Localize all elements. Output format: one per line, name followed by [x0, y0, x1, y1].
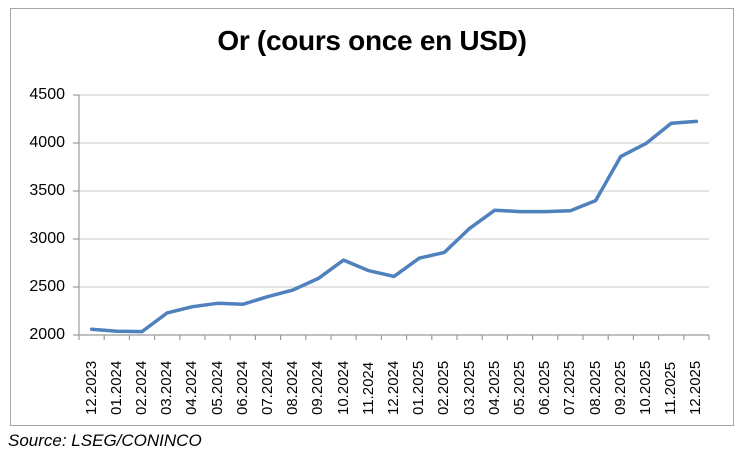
x-axis-label: 09.2024: [309, 360, 327, 415]
x-axis-label: 12.2025: [687, 360, 705, 415]
series-line: [89, 119, 699, 334]
x-axis-label: 12.2023: [82, 360, 100, 415]
y-axis-label: 4500: [29, 86, 65, 103]
x-axis-label: 03.2024: [158, 360, 176, 415]
x-axis-label: 04.2024: [183, 360, 201, 415]
source-note: Source: LSEG/CONINCO: [8, 431, 202, 450]
x-axis-label: 08.2025: [586, 360, 604, 415]
x-axis-label: 08.2024: [284, 360, 302, 415]
x-axis-label: 02.2024: [133, 360, 150, 415]
x-axis-label: 07.2025: [561, 360, 579, 415]
x-axis-label: 05.2025: [511, 360, 528, 415]
x-axis-label: 06.2025: [536, 360, 554, 415]
x-axis-label: 02.2025: [435, 360, 453, 415]
x-axis-label: 10.2024: [334, 360, 352, 415]
x-axis-label: 12.2024: [385, 360, 402, 415]
x-axis-label: 11.2024: [359, 361, 377, 415]
x-axis-label: 11.2025: [662, 361, 680, 415]
y-axis-label: 3000: [29, 230, 65, 247]
x-axis-label: 03.2025: [460, 360, 478, 415]
x-axis-label: 10.2025: [637, 360, 654, 415]
x-axis-label: 01.2025: [410, 360, 428, 415]
x-axis-label: 01.2024: [107, 360, 125, 415]
chart-frame: Or (cours once en USD) 2000 2500 3000 3500 4…: [10, 8, 734, 426]
x-axis-label: 05.2024: [208, 360, 226, 415]
y-axis-label: 4000: [29, 134, 65, 151]
y-axis-label: 2000: [29, 326, 65, 343]
x-axis-label: 06.2024: [233, 360, 251, 415]
x-axis-label: 04.2025: [485, 360, 503, 415]
chart-title: Or (cours once en USD): [217, 25, 527, 56]
x-axis-label: 09.2025: [611, 360, 629, 415]
x-axis-label: 07.2024: [259, 360, 276, 415]
y-axis-label: 3500: [29, 182, 65, 199]
plot-area: [73, 94, 710, 340]
y-axis-label: 2500: [29, 278, 65, 295]
